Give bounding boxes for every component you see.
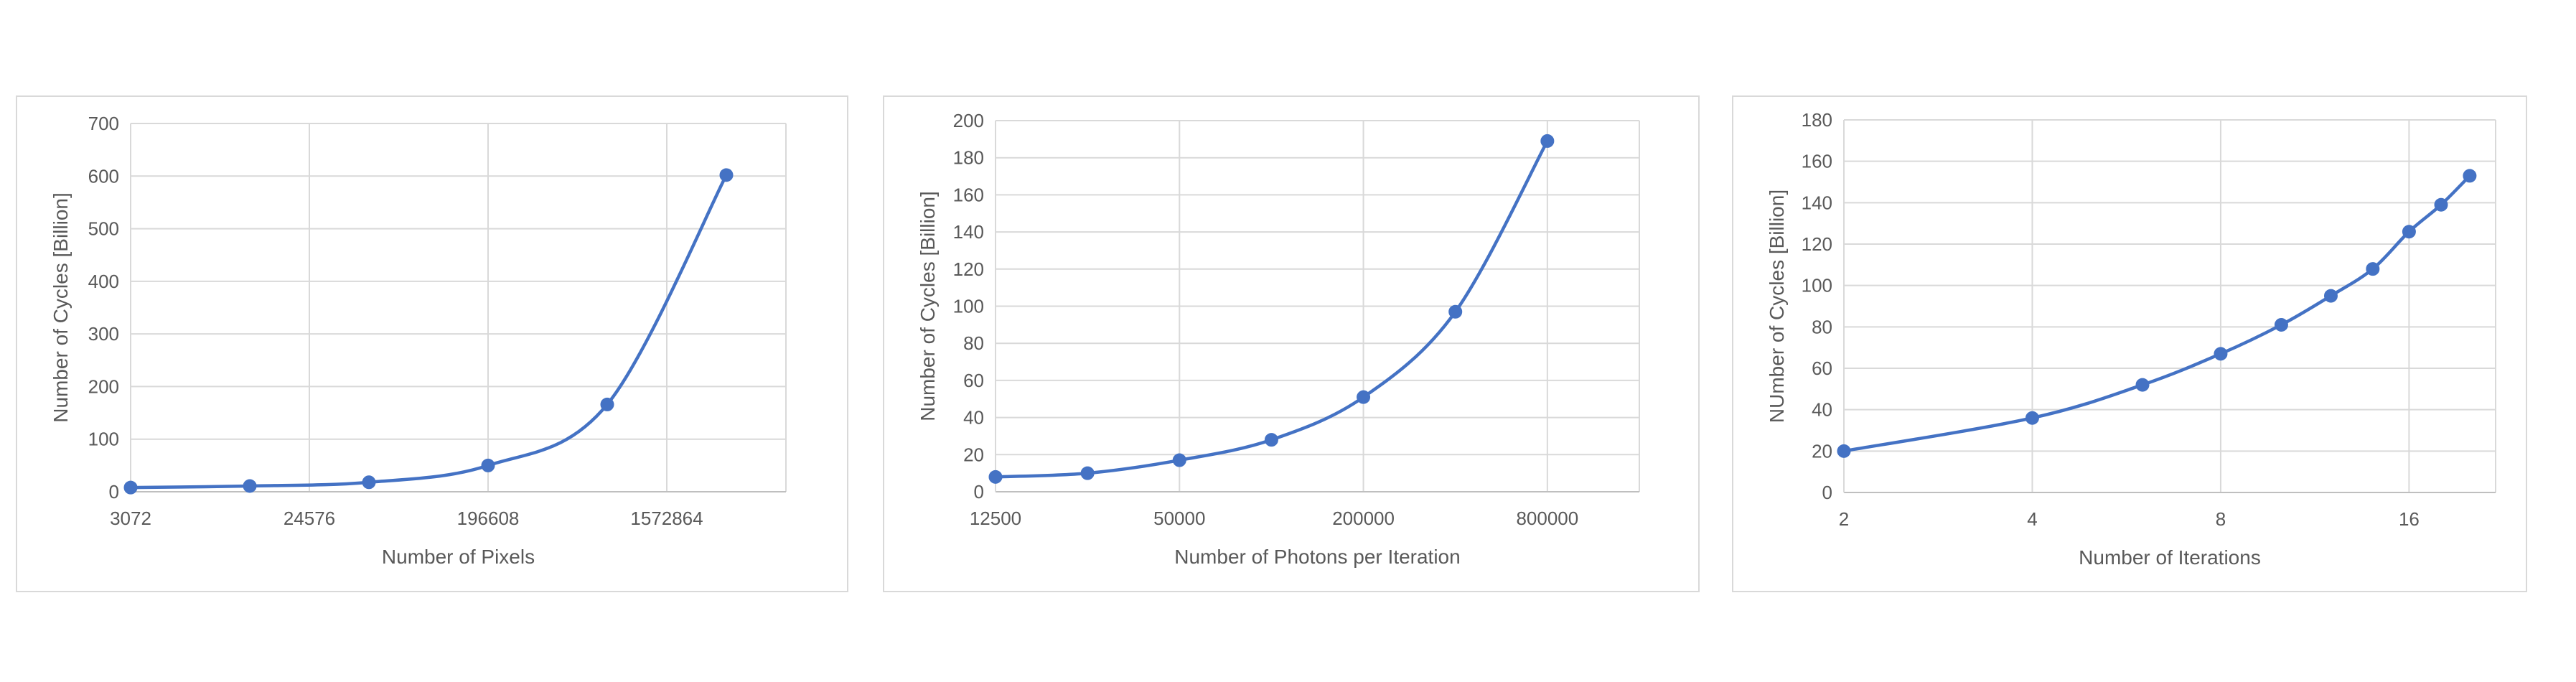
y-tick-label: 40 <box>1812 399 1832 421</box>
data-point <box>2214 347 2228 361</box>
x-tick-label: 24576 <box>284 508 335 529</box>
x-tick-label: 196608 <box>457 508 520 529</box>
y-tick-label: 0 <box>974 481 984 503</box>
y-tick-label: 700 <box>88 113 119 134</box>
data-point <box>2025 411 2039 425</box>
x-tick-label: 12500 <box>970 508 1021 529</box>
chart-photons: 0 20 40 60 80 100 120 140 160 180 200 12500 50000 200… <box>917 110 1640 568</box>
x-tick-label: 800000 <box>1516 508 1578 529</box>
y-tick-label: 120 <box>953 258 984 280</box>
y-tick-label: 160 <box>953 184 984 205</box>
y-tick-label: 200 <box>953 110 984 131</box>
data-point <box>719 168 734 182</box>
data-point <box>1357 390 1371 404</box>
y-tick-label: 140 <box>953 221 984 243</box>
y-tick-label: 180 <box>1802 109 1832 131</box>
x-tick-label: 3072 <box>110 508 151 529</box>
data-point <box>481 458 495 472</box>
y-tick-label: 100 <box>88 429 119 450</box>
y-axis-title: Number of Cycles [Billion] <box>50 192 72 423</box>
y-tick-label: 180 <box>953 147 984 169</box>
data-point <box>1264 433 1278 447</box>
y-tick-label: 20 <box>963 444 984 465</box>
chart-pixels: 0 100 200 300 400 500 600 700 3072 24576 196608 157… <box>50 113 787 568</box>
y-axis-title: Number of Cycles [Billion] <box>917 191 939 421</box>
y-tick-label: 160 <box>1802 151 1832 172</box>
data-point <box>2463 169 2477 183</box>
data-point <box>2402 225 2416 239</box>
data-point <box>2323 289 2338 303</box>
data-point <box>600 397 614 411</box>
data-point <box>2135 378 2150 392</box>
data-point <box>1837 444 1851 458</box>
y-tick-label: 200 <box>88 375 119 397</box>
y-tick-label: 60 <box>1812 358 1832 379</box>
data-point <box>2366 262 2380 276</box>
x-tick-label: 4 <box>2027 508 2037 530</box>
data-point <box>1080 466 1095 480</box>
data-point <box>1172 453 1186 467</box>
y-tick-label: 80 <box>963 332 984 354</box>
y-tick-label: 100 <box>953 296 984 317</box>
chart-panel-pixels: 0 100 200 300 400 500 600 700 3072 24576 196608 157… <box>16 95 848 592</box>
y-tick-label: 100 <box>1802 275 1832 296</box>
chart-panel-photons: 0 20 40 60 80 100 120 140 160 180 200 12500 50000 200… <box>883 95 1700 592</box>
x-tick-label: 16 <box>2399 508 2420 530</box>
y-tick-label: 400 <box>88 271 119 292</box>
data-point <box>988 470 1003 484</box>
chart-panel-iterations: 0 20 40 60 80 100 120 140 160 180 2 4 8 16 Number of I… <box>1732 95 2527 592</box>
chart-iterations: 0 20 40 60 80 100 120 140 160 180 2 4 8 16 Number of I… <box>1766 109 2496 569</box>
y-tick-label: 60 <box>963 370 984 391</box>
x-tick-label: 50000 <box>1153 508 1205 529</box>
data-point <box>1448 304 1463 319</box>
data-point <box>123 480 138 495</box>
x-axis-title: Number of Iterations <box>2079 546 2261 569</box>
data-point <box>243 479 257 493</box>
x-tick-label: 8 <box>2216 508 2226 530</box>
y-tick-label: 500 <box>88 218 119 240</box>
data-point <box>1540 134 1555 148</box>
y-tick-label: 140 <box>1802 192 1832 213</box>
y-tick-label: 40 <box>963 407 984 429</box>
x-axis-title: Number of Pixels <box>382 546 535 568</box>
series-line <box>993 139 1550 479</box>
y-axis-title: NUmber of Cycles [Billion] <box>1766 190 1788 423</box>
x-tick-label: 200000 <box>1332 508 1395 529</box>
data-point <box>362 475 376 490</box>
y-tick-label: 120 <box>1802 233 1832 255</box>
y-tick-label: 300 <box>88 323 119 345</box>
x-tick-label: 1572864 <box>630 508 703 529</box>
data-point <box>2274 317 2288 332</box>
y-tick-label: 20 <box>1812 440 1832 462</box>
x-axis-title: Number of Photons per Iteration <box>1174 546 1460 568</box>
data-point <box>2434 197 2448 212</box>
y-tick-label: 0 <box>109 481 119 503</box>
y-tick-label: 600 <box>88 165 119 187</box>
x-tick-label: 2 <box>1839 508 1849 530</box>
y-tick-label: 80 <box>1812 316 1832 337</box>
y-tick-label: 0 <box>1822 482 1832 503</box>
series-line <box>128 173 729 490</box>
